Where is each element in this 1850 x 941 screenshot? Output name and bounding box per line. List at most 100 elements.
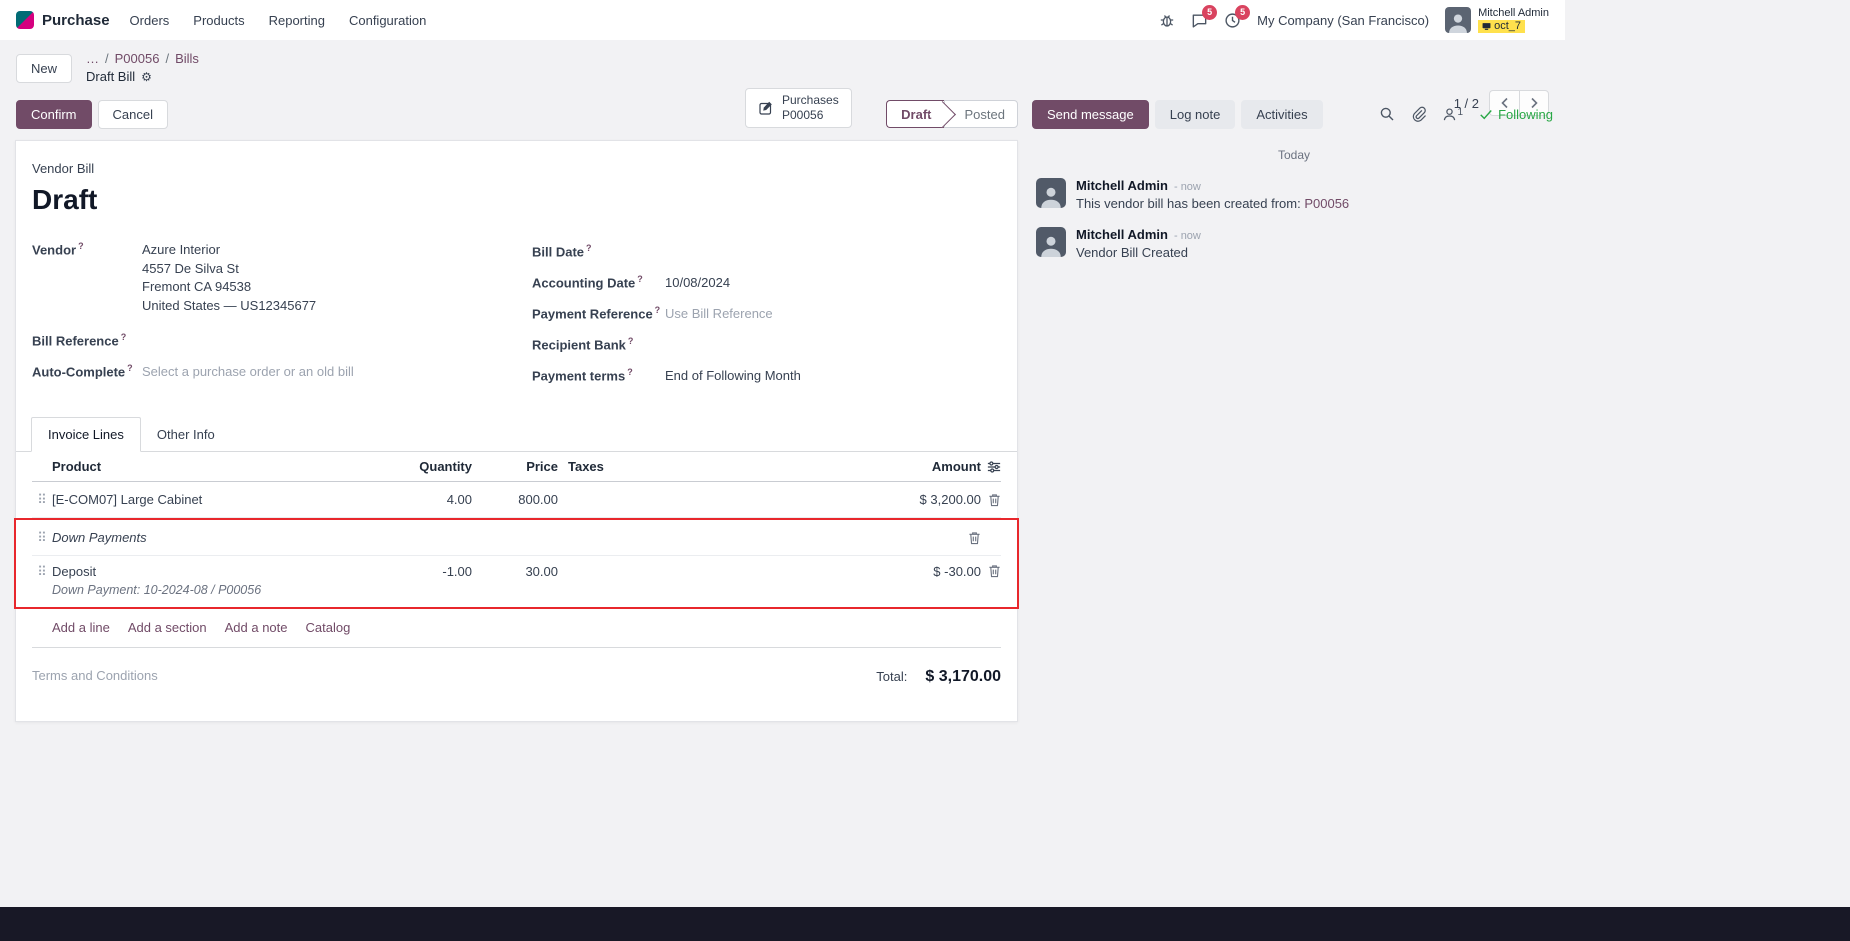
- messages-icon[interactable]: 5: [1191, 4, 1218, 29]
- message-author[interactable]: Mitchell Admin: [1076, 227, 1168, 242]
- help-marker[interactable]: ?: [127, 363, 133, 374]
- breadcrumb-parent-order[interactable]: P00056: [114, 51, 160, 67]
- pager-next-icon[interactable]: [1519, 90, 1549, 116]
- chatter-message[interactable]: Mitchell Admin - now Vendor Bill Created: [1032, 227, 1556, 260]
- table-row[interactable]: ⠿ [E-COM07] Large Cabinet 4.00 800.00 $ …: [32, 482, 1001, 518]
- send-message-button[interactable]: Send message: [1032, 99, 1149, 129]
- following-toggle[interactable]: Following: [1479, 107, 1553, 122]
- field-vendor: Vendor? Azure Interior 4557 De Silva St …: [32, 236, 502, 315]
- menu-configuration[interactable]: Configuration: [348, 12, 427, 28]
- payment-reference-label: Payment Reference?: [532, 305, 661, 322]
- col-amount[interactable]: Amount: [931, 459, 981, 474]
- smart-button-value: P00056: [782, 108, 824, 122]
- optional-columns-icon[interactable]: [981, 460, 1001, 474]
- help-marker[interactable]: ?: [586, 243, 592, 254]
- message-avatar[interactable]: [1036, 178, 1066, 208]
- auto-complete-input[interactable]: Select a purchase order or an old bill: [142, 363, 354, 379]
- message-body: This vendor bill has been created from: …: [1076, 196, 1349, 211]
- help-marker[interactable]: ?: [627, 336, 634, 347]
- table-header-row: Product Quantity Price Taxes Amount: [32, 452, 1001, 482]
- message-text: Vendor Bill Created: [1076, 245, 1189, 260]
- menu-reporting[interactable]: Reporting: [268, 12, 325, 28]
- help-marker[interactable]: ?: [78, 241, 84, 251]
- breadcrumb-bills[interactable]: Bills: [175, 51, 199, 67]
- app-switcher-icon[interactable]: [16, 11, 34, 29]
- user-text: Mitchell Admin oct_7: [1478, 7, 1549, 33]
- section-name[interactable]: Down Payments: [52, 530, 147, 545]
- control-panel: New … / P00056 / Bills Draft Bill ⚙ Purc…: [0, 42, 1565, 128]
- col-product[interactable]: Product: [52, 459, 102, 474]
- add-section-link[interactable]: Add a section: [127, 620, 207, 635]
- tab-other-info[interactable]: Other Info: [156, 427, 215, 442]
- menu-orders[interactable]: Orders: [129, 12, 170, 28]
- delete-line-icon[interactable]: [981, 564, 1001, 578]
- total-label: Total:: [876, 669, 908, 684]
- catalog-link[interactable]: Catalog: [305, 620, 351, 635]
- source-order-link[interactable]: P00056: [1304, 196, 1350, 211]
- cell-quantity[interactable]: -1.00: [442, 564, 472, 579]
- record-title[interactable]: Draft: [32, 184, 98, 215]
- breadcrumb-separator: /: [165, 51, 170, 67]
- help-marker[interactable]: ?: [637, 274, 643, 285]
- drag-handle-icon[interactable]: ⠿: [37, 491, 47, 507]
- activities-button[interactable]: Activities: [1241, 99, 1323, 129]
- table-row[interactable]: ⠿ Deposit Down Payment: 10-2024-08 / P00…: [32, 556, 1001, 607]
- table-section-row[interactable]: ⠿ Down Payments: [32, 520, 1001, 556]
- search-messages-icon[interactable]: [1379, 106, 1395, 122]
- product-name[interactable]: Deposit: [52, 564, 97, 579]
- delete-line-icon[interactable]: [821, 531, 981, 545]
- terms-and-conditions-input[interactable]: Terms and Conditions: [32, 668, 158, 683]
- cell-price[interactable]: 800.00: [518, 492, 558, 507]
- help-marker[interactable]: ?: [654, 305, 661, 316]
- bug-icon[interactable]: [1159, 12, 1175, 28]
- menu-products[interactable]: Products: [193, 12, 245, 28]
- attachments-icon[interactable]: [1411, 106, 1426, 122]
- user-name: Mitchell Admin: [1478, 7, 1549, 20]
- cell-product[interactable]: [E-COM07] Large Cabinet: [52, 492, 203, 507]
- vendor-name[interactable]: Azure Interior: [142, 242, 221, 257]
- drag-handle-icon[interactable]: ⠿: [37, 529, 47, 545]
- col-taxes[interactable]: Taxes: [568, 459, 604, 474]
- action-gear-icon[interactable]: ⚙: [141, 69, 152, 84]
- source-purchase-button[interactable]: Purchases P00056: [745, 88, 852, 128]
- field-bill-date: Bill Date?: [532, 236, 1001, 267]
- payment-reference-input[interactable]: Use Bill Reference: [665, 305, 773, 321]
- col-price[interactable]: Price: [526, 459, 558, 474]
- user-menu[interactable]: Mitchell Admin oct_7: [1445, 7, 1549, 33]
- activities-icon[interactable]: 5: [1224, 4, 1251, 29]
- auto-complete-label: Auto-Complete?: [32, 363, 133, 380]
- accounting-date-input[interactable]: 10/08/2024: [665, 274, 731, 290]
- vendor-value[interactable]: Azure Interior 4557 De Silva St Fremont …: [142, 241, 316, 315]
- delete-line-icon[interactable]: [981, 493, 1001, 507]
- chatter-message[interactable]: Mitchell Admin - now This vendor bill ha…: [1032, 178, 1556, 211]
- pager-previous-icon[interactable]: [1489, 90, 1519, 116]
- add-note-link[interactable]: Add a note: [224, 620, 288, 635]
- cell-quantity[interactable]: 4.00: [446, 492, 472, 507]
- breadcrumb-separator: /: [105, 51, 109, 67]
- add-line-link[interactable]: Add a line: [52, 620, 110, 635]
- tab-invoice-lines[interactable]: Invoice Lines: [31, 417, 141, 452]
- message-author[interactable]: Mitchell Admin: [1076, 178, 1168, 193]
- cell-price[interactable]: 30.00: [525, 564, 558, 579]
- vendor-city: Fremont CA 94538: [142, 279, 252, 294]
- message-avatar[interactable]: [1036, 227, 1066, 257]
- status-draft[interactable]: Draft: [886, 100, 956, 128]
- followers-icon[interactable]: 1: [1442, 107, 1463, 122]
- breadcrumb-collapsed[interactable]: …: [86, 51, 100, 67]
- breadcrumb-current-record: Draft Bill: [86, 69, 136, 84]
- help-marker[interactable]: ?: [627, 367, 633, 378]
- annotation-highlight-box: ⠿ Down Payments ⠿ Deposit Down Payment: …: [14, 518, 1019, 609]
- col-quantity[interactable]: Quantity: [419, 459, 472, 474]
- cell-product[interactable]: Deposit Down Payment: 10-2024-08 / P0005…: [52, 564, 382, 597]
- pager-count[interactable]: 1 / 2: [1453, 95, 1479, 111]
- help-marker[interactable]: ?: [120, 332, 127, 343]
- edit-document-icon: [758, 100, 774, 116]
- app-name[interactable]: Purchase: [42, 11, 110, 29]
- log-note-button[interactable]: Log note: [1154, 99, 1236, 129]
- company-switcher[interactable]: My Company (San Francisco): [1257, 12, 1430, 28]
- confirm-button[interactable]: Confirm: [16, 99, 92, 129]
- drag-handle-icon[interactable]: ⠿: [37, 564, 47, 579]
- new-button[interactable]: New: [16, 53, 73, 83]
- cancel-button[interactable]: Cancel: [97, 99, 168, 129]
- payment-terms-input[interactable]: End of Following Month: [665, 367, 801, 383]
